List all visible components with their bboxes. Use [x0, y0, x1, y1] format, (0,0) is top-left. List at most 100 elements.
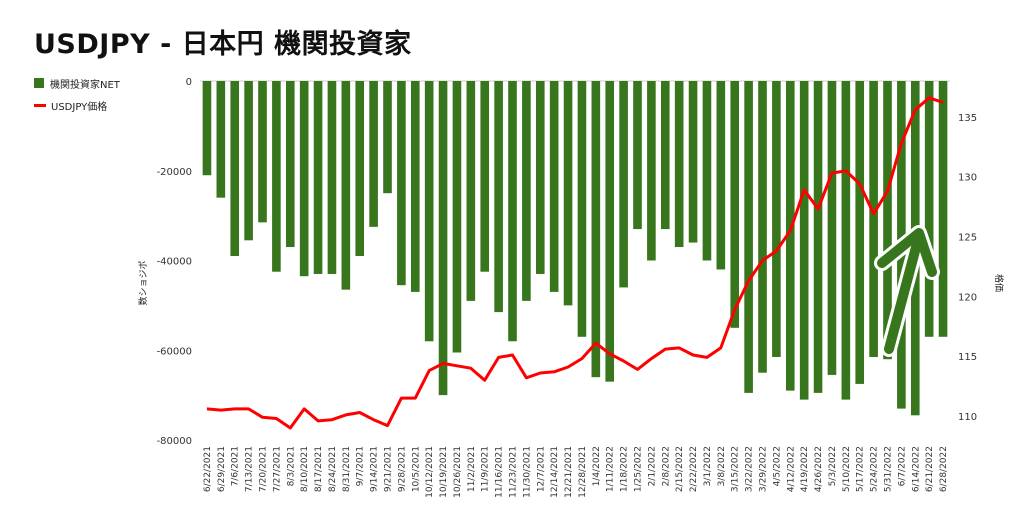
- bar-8/10/2021: [299, 81, 309, 277]
- x-tick-3/8/2022: 3/8/2022: [717, 446, 727, 486]
- y-tick--40000: -40000: [157, 257, 192, 268]
- legend-item-net[interactable]: 機関投資家NET: [34, 74, 120, 92]
- x-tick-1/11/2022: 1/11/2022: [606, 446, 616, 492]
- x-tick-4/12/2022: 4/12/2022: [786, 446, 796, 492]
- bar-9/28/2021: [397, 81, 406, 286]
- bar-4/19/2022: [799, 81, 809, 400]
- y-axis-label: 数ショジポ: [137, 260, 149, 305]
- x-tick-10/12/2021: 10/12/2021: [425, 446, 435, 498]
- x-tick-7/13/2021: 7/13/2021: [245, 446, 255, 492]
- y-tick-0: 0: [186, 77, 192, 88]
- arrow-shaft: [884, 231, 924, 354]
- legend-label-price: USDJPY価格: [51, 101, 108, 113]
- x-tick-10/26/2021: 10/26/2021: [453, 446, 463, 498]
- x-tick-11/2/2021: 11/2/2021: [467, 446, 477, 492]
- x-tick-3/15/2022: 3/15/2022: [731, 446, 741, 492]
- x-tick-8/31/2021: 8/31/2021: [342, 446, 352, 492]
- x-tick-4/26/2022: 4/26/2022: [814, 446, 824, 492]
- x-tick-6/28/2022: 6/28/2022: [939, 446, 949, 492]
- x-tick-3/22/2022: 3/22/2022: [745, 446, 755, 492]
- bar-6/28/2022: [938, 81, 948, 337]
- x-tick-11/30/2021: 11/30/2021: [522, 446, 532, 498]
- x-tick-4/19/2022: 4/19/2022: [800, 446, 810, 492]
- y2-tick-135: 135: [958, 113, 977, 124]
- x-tick-11/9/2021: 11/9/2021: [481, 446, 491, 492]
- bar-12/28/2021: [577, 81, 587, 337]
- x-tick-10/5/2021: 10/5/2021: [411, 446, 421, 492]
- bar-3/8/2022: [716, 81, 726, 270]
- x-tick-12/21/2021: 12/21/2021: [564, 446, 574, 498]
- x-tick-5/31/2022: 5/31/2022: [884, 446, 894, 492]
- x-tick-3/1/2022: 3/1/2022: [703, 446, 713, 486]
- bar-2/8/2022: [660, 81, 670, 230]
- bar-10/12/2021: [424, 81, 434, 342]
- bar-7/27/2021: [272, 81, 281, 272]
- bar-2/22/2022: [688, 81, 698, 243]
- bar-8/31/2021: [341, 81, 351, 290]
- y2-tick-115: 115: [958, 352, 977, 363]
- x-tick-5/10/2022: 5/10/2022: [842, 446, 852, 492]
- bar-9/7/2021: [355, 81, 365, 257]
- bar-10/26/2021: [452, 81, 462, 353]
- bar-11/16/2021: [494, 81, 503, 313]
- x-tick-1/4/2022: 1/4/2022: [592, 446, 602, 486]
- bar-11/2/2021: [466, 81, 476, 301]
- bar-11/30/2021: [522, 81, 531, 301]
- y-tick--60000: -60000: [157, 346, 192, 357]
- x-tick-8/3/2021: 8/3/2021: [286, 446, 296, 486]
- price-line: [206, 96, 944, 430]
- x-tick-8/17/2021: 8/17/2021: [314, 446, 324, 492]
- x-tick-5/24/2022: 5/24/2022: [870, 446, 880, 492]
- bar-5/3/2022: [827, 81, 837, 375]
- legend-item-price[interactable]: USDJPY価格: [34, 96, 120, 114]
- y2-tick-110: 110: [958, 412, 977, 423]
- bar-12/21/2021: [563, 81, 573, 306]
- bar-6/21/2022: [924, 81, 934, 337]
- bar-2/15/2022: [674, 81, 684, 248]
- x-tick-10/19/2021: 10/19/2021: [439, 446, 449, 498]
- legend: 機関投資家NET USDJPY価格: [34, 74, 120, 118]
- y2-tick-120: 120: [958, 292, 977, 303]
- bar-5/17/2022: [855, 81, 865, 384]
- bar-8/3/2021: [285, 81, 295, 248]
- x-tick-11/23/2021: 11/23/2021: [509, 446, 519, 498]
- y-tick--80000: -80000: [157, 436, 192, 447]
- bar-12/14/2021: [549, 81, 559, 292]
- bar-1/11/2022: [605, 81, 615, 382]
- x-tick-2/15/2022: 2/15/2022: [675, 446, 685, 492]
- line-series-price: [206, 96, 944, 430]
- bar-7/20/2021: [258, 81, 267, 223]
- x-tick-6/22/2021: 6/22/2021: [203, 446, 213, 492]
- bar-6/22/2021: [202, 81, 212, 176]
- x-tick-9/21/2021: 9/21/2021: [384, 446, 394, 492]
- x-tick-6/21/2022: 6/21/2022: [925, 446, 935, 492]
- chart-title: USDJPY - 日本円 機関投資家: [34, 29, 412, 60]
- x-tick-6/29/2021: 6/29/2021: [217, 446, 227, 492]
- bar-4/5/2022: [772, 81, 781, 357]
- x-tick-8/24/2021: 8/24/2021: [328, 446, 338, 492]
- green-up-arrow: [874, 225, 940, 357]
- bar-6/29/2021: [216, 81, 226, 198]
- bar-1/4/2022: [591, 81, 601, 378]
- y2-tick-125: 125: [958, 233, 977, 244]
- x-tick-2/1/2022: 2/1/2022: [647, 446, 657, 486]
- bar-1/18/2022: [619, 81, 628, 288]
- x-tick-12/14/2021: 12/14/2021: [550, 446, 560, 498]
- x-tick-8/10/2021: 8/10/2021: [300, 446, 310, 492]
- x-tick-9/14/2021: 9/14/2021: [370, 446, 380, 492]
- x-tick-4/5/2022: 4/5/2022: [772, 446, 782, 486]
- bar-11/23/2021: [508, 81, 517, 342]
- x-tick-2/22/2022: 2/22/2022: [689, 446, 699, 492]
- bar-9/21/2021: [383, 81, 392, 194]
- x-tick-11/16/2021: 11/16/2021: [495, 446, 505, 498]
- x-tick-7/20/2021: 7/20/2021: [259, 446, 269, 492]
- bar-5/24/2022: [869, 81, 878, 357]
- bar-7/6/2021: [230, 81, 240, 257]
- bar-5/31/2022: [883, 81, 892, 360]
- bar-9/14/2021: [369, 81, 378, 227]
- bar-3/29/2022: [758, 81, 767, 373]
- bar-2/1/2022: [647, 81, 656, 261]
- x-tick-9/28/2021: 9/28/2021: [397, 446, 407, 492]
- x-tick-1/18/2022: 1/18/2022: [620, 446, 630, 492]
- bar-4/12/2022: [785, 81, 795, 391]
